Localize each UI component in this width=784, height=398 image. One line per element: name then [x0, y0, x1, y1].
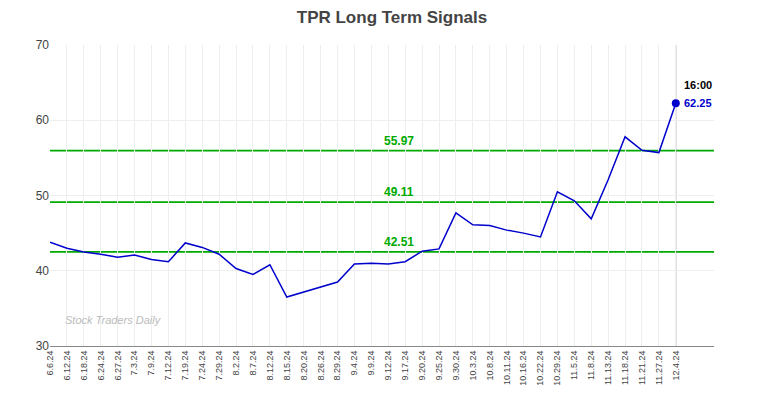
svg-text:49.11: 49.11	[384, 185, 414, 199]
svg-text:9.30.24: 9.30.24	[451, 351, 461, 381]
svg-text:8.26.24: 8.26.24	[316, 351, 326, 381]
svg-text:Stock Traders Daily: Stock Traders Daily	[65, 314, 162, 326]
svg-text:9.4.24: 9.4.24	[349, 351, 359, 376]
svg-text:11.21.24: 11.21.24	[637, 351, 647, 385]
svg-text:11.18.24: 11.18.24	[620, 351, 630, 385]
svg-text:60: 60	[36, 113, 50, 127]
svg-text:62.25: 62.25	[684, 97, 712, 109]
svg-text:8.20.24: 8.20.24	[299, 351, 309, 381]
svg-text:TPR Long Term Signals: TPR Long Term Signals	[297, 8, 487, 27]
svg-text:16:00: 16:00	[684, 79, 712, 91]
svg-text:7.24.24: 7.24.24	[197, 351, 207, 381]
svg-text:9.17.24: 9.17.24	[400, 351, 410, 381]
svg-text:8.12.24: 8.12.24	[265, 351, 275, 381]
svg-text:8.2.24: 8.2.24	[231, 351, 241, 376]
svg-text:40: 40	[36, 264, 50, 278]
svg-text:12.4.24: 12.4.24	[671, 351, 681, 381]
svg-text:42.51: 42.51	[384, 235, 414, 249]
svg-text:7.29.24: 7.29.24	[214, 351, 224, 381]
svg-text:11.8.24: 11.8.24	[586, 351, 596, 380]
svg-text:7.12.24: 7.12.24	[163, 351, 173, 381]
svg-text:6.24.24: 6.24.24	[96, 351, 106, 381]
svg-text:10.11.24: 10.11.24	[502, 351, 512, 385]
svg-text:9.12.24: 9.12.24	[383, 351, 393, 381]
svg-text:9.25.24: 9.25.24	[434, 351, 444, 381]
svg-text:9.9.24: 9.9.24	[366, 351, 376, 376]
svg-text:8.7.24: 8.7.24	[248, 351, 258, 376]
svg-text:70: 70	[36, 38, 50, 52]
svg-text:10.8.24: 10.8.24	[485, 351, 495, 381]
svg-text:10.3.24: 10.3.24	[468, 351, 478, 381]
svg-text:8.29.24: 8.29.24	[332, 351, 342, 381]
svg-text:11.27.24: 11.27.24	[654, 351, 664, 385]
svg-text:11.13.24: 11.13.24	[603, 351, 613, 385]
svg-text:10.22.24: 10.22.24	[535, 351, 545, 386]
svg-text:10.16.24: 10.16.24	[519, 351, 529, 386]
svg-text:6.6.24: 6.6.24	[45, 351, 55, 376]
svg-text:55.97: 55.97	[384, 134, 414, 148]
svg-text:8.15.24: 8.15.24	[282, 351, 292, 381]
svg-text:7.9.24: 7.9.24	[146, 351, 156, 376]
svg-text:6.12.24: 6.12.24	[62, 351, 72, 381]
svg-text:11.5.24: 11.5.24	[569, 351, 579, 380]
svg-text:10.29.24: 10.29.24	[552, 351, 562, 386]
svg-text:7.3.24: 7.3.24	[129, 351, 139, 376]
svg-text:30: 30	[36, 339, 50, 353]
svg-text:6.18.24: 6.18.24	[79, 351, 89, 381]
svg-text:7.19.24: 7.19.24	[180, 351, 190, 381]
svg-text:6.27.24: 6.27.24	[113, 351, 123, 381]
svg-text:9.20.24: 9.20.24	[417, 351, 427, 381]
svg-text:50: 50	[36, 189, 50, 203]
